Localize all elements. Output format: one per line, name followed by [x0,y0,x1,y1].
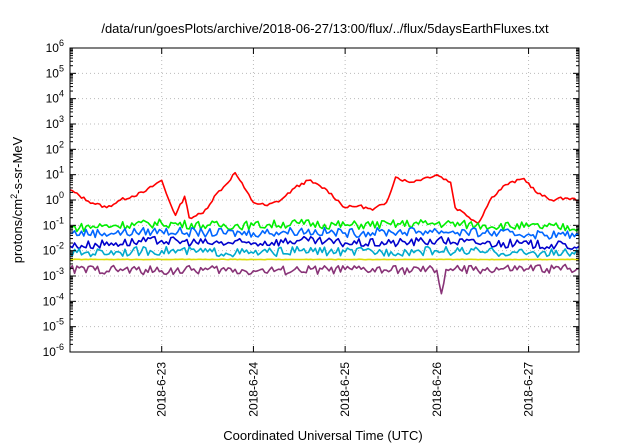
y-tick-exponent: -1 [56,215,64,225]
y-tick-label: 10-1 [43,215,64,232]
y-tick-label: 106 [46,38,64,55]
y-tick-base: 10 [43,294,57,308]
y-tick-label: 101 [46,165,64,182]
y-tick-exponent: 1 [59,165,64,175]
y-tick-label: 10-6 [43,342,64,359]
y-tick-exponent: 0 [59,190,64,200]
y-tick-exponent: -6 [56,342,64,352]
y-tick-exponent: 6 [59,38,64,48]
y-tick-label: 105 [46,63,64,80]
y-tick-label: 100 [46,190,64,207]
y-tick-label: 104 [46,89,64,106]
y-tick-label: 102 [46,139,64,156]
y-tick-exponent: -2 [56,241,64,251]
y-tick-base: 10 [43,244,57,258]
x-tick-label: 2018-6-24 [246,362,260,417]
y-tick-base: 10 [43,218,57,232]
y-tick-exponent: -4 [56,291,64,301]
y-tick-label: 10-3 [43,266,64,283]
y-tick-exponent: -3 [56,266,64,276]
y-tick-exponent: 4 [59,89,64,99]
y-tick-base: 10 [46,66,60,80]
series-line-5 [69,245,580,258]
y-tick-exponent: 3 [59,114,64,124]
x-tick-label: 2018-6-23 [155,362,169,417]
y-tick-exponent: 5 [59,63,64,73]
y-tick-base: 10 [46,193,60,207]
y-tick-base: 10 [46,117,60,131]
y-axis-label-base: protons/cm [10,199,25,263]
y-axis-label-rest: -s-sr-MeV [10,136,25,193]
series-line-4 [69,235,580,250]
y-tick-base: 10 [43,269,57,283]
y-tick-label: 10-5 [43,317,64,334]
y-tick-base: 10 [46,142,60,156]
series-line-6 [69,258,579,261]
x-tick-label: 2018-6-25 [338,362,352,417]
y-axis: 10-610-510-410-310-210-11001011021031041… [43,38,579,359]
y-tick-base: 10 [46,92,60,106]
grid [70,48,579,352]
x-tick-label: 2018-6-26 [430,362,444,417]
x-axis: 2018-6-23 2018-6-24 2018-6-25 2018-6-26 2018… [155,48,536,417]
y-tick-exponent: -5 [56,317,64,327]
y-tick-base: 10 [43,320,57,334]
chart-title: /data/run/goesPlots/archive/2018-06-27/1… [101,21,549,36]
y-tick-base: 10 [43,345,57,359]
series-line-2 [69,218,580,233]
x-axis-label: Coordinated Universal Time (UTC) [223,428,422,443]
y-tick-base: 10 [46,41,60,55]
y-tick-base: 10 [46,168,60,182]
y-tick-label: 10-4 [43,291,64,308]
y-axis-label: protons/cm2-s-sr-MeV [9,136,25,263]
y-tick-label: 10-2 [43,241,64,258]
y-tick-label: 103 [46,114,64,131]
series-line-3 [69,226,580,240]
x-tick-label: 2018-6-27 [522,362,536,417]
series-layer [69,171,580,295]
series-line-1 [69,171,580,225]
y-axis-label-sup: 2 [9,194,19,199]
series-line-7 [69,263,580,295]
y-tick-exponent: 2 [59,139,64,149]
